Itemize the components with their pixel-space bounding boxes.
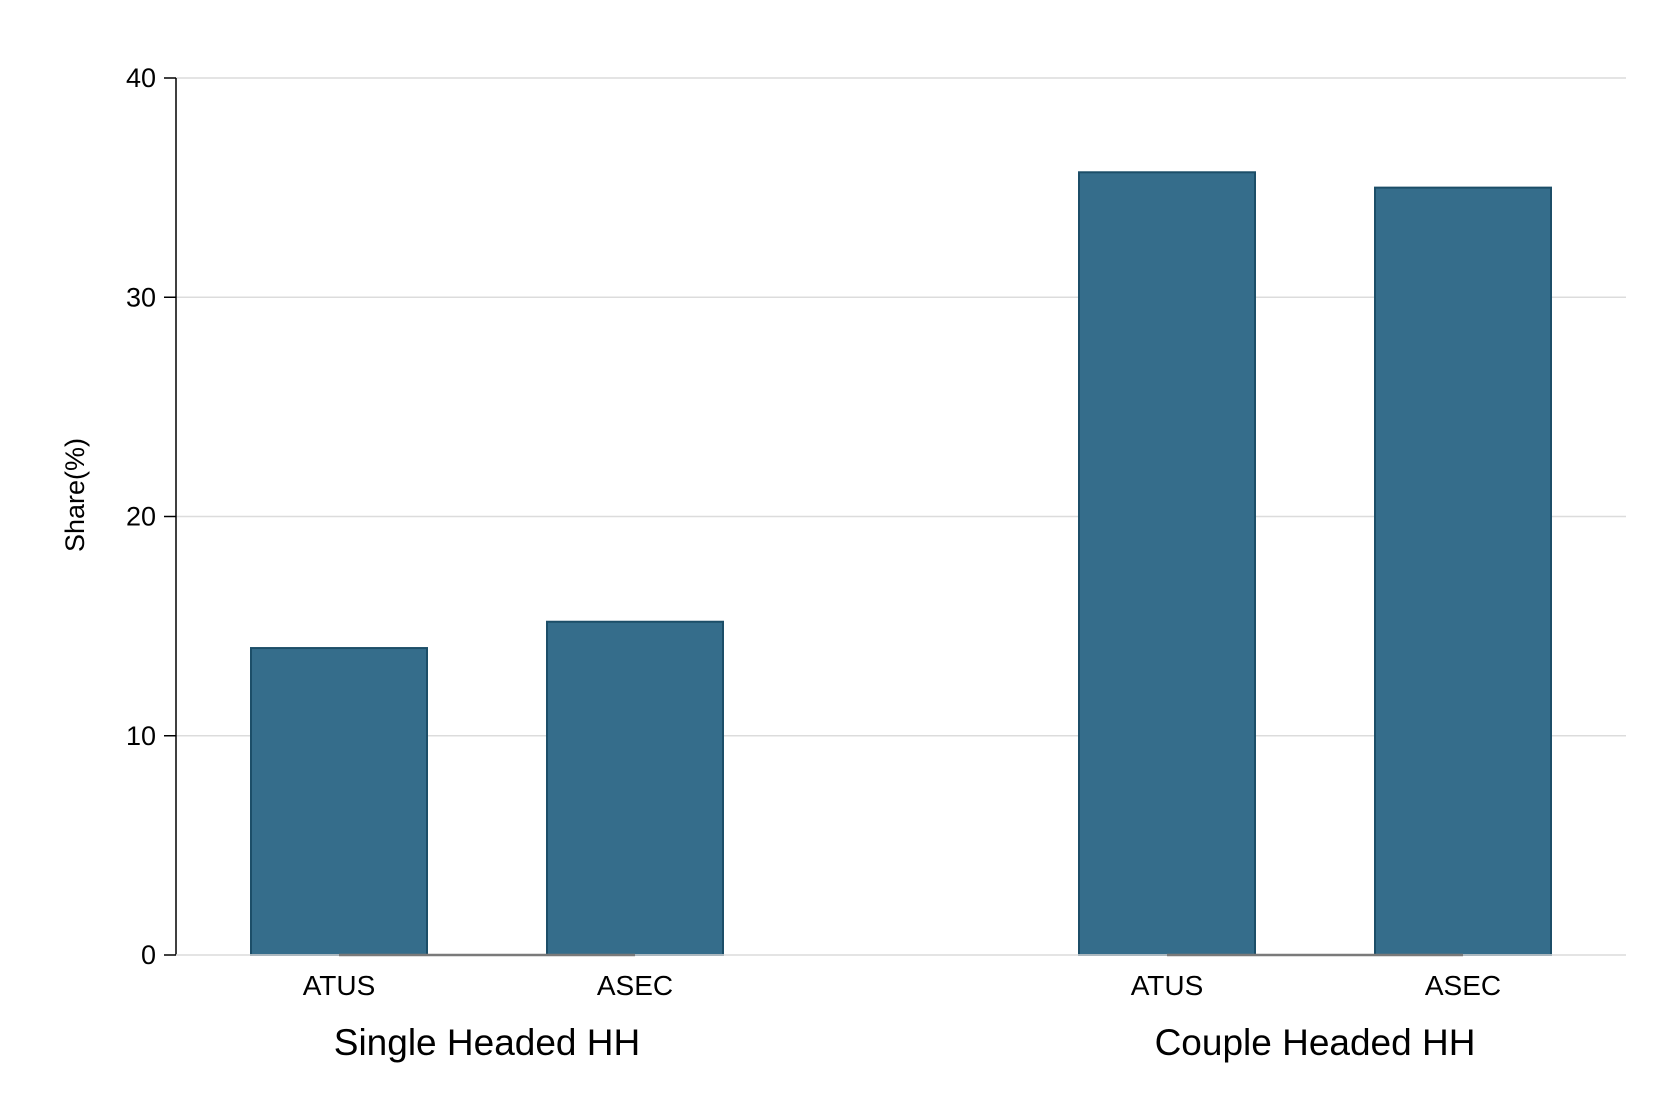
y-tick-label: 20 — [126, 502, 156, 532]
category-label: ASEC — [1425, 970, 1501, 1001]
bars — [250, 171, 1552, 956]
y-tick-label: 10 — [126, 721, 156, 751]
category-label: ASEC — [597, 970, 673, 1001]
labels: 0 10 20 30 40 ATUS ASEC Single Headed HH ATUS ASE… — [126, 63, 1501, 1063]
bar-single-headed-hh-atus — [250, 647, 428, 956]
y-axis-title: Share(%) — [60, 438, 90, 552]
group-label: Couple Headed HH — [1155, 1022, 1476, 1063]
bar-couple-headed-hh-atus — [1078, 171, 1256, 956]
y-tick-label: 30 — [126, 282, 156, 312]
category-label: ATUS — [303, 970, 376, 1001]
y-tick-label: 40 — [126, 63, 156, 93]
y-tick-label: 0 — [141, 940, 156, 970]
group-label: Single Headed HH — [334, 1022, 640, 1063]
category-label: ATUS — [1131, 970, 1204, 1001]
bar-couple-headed-hh-asec — [1374, 186, 1552, 956]
axes — [164, 77, 1626, 957]
bar-single-headed-hh-asec — [546, 620, 724, 956]
